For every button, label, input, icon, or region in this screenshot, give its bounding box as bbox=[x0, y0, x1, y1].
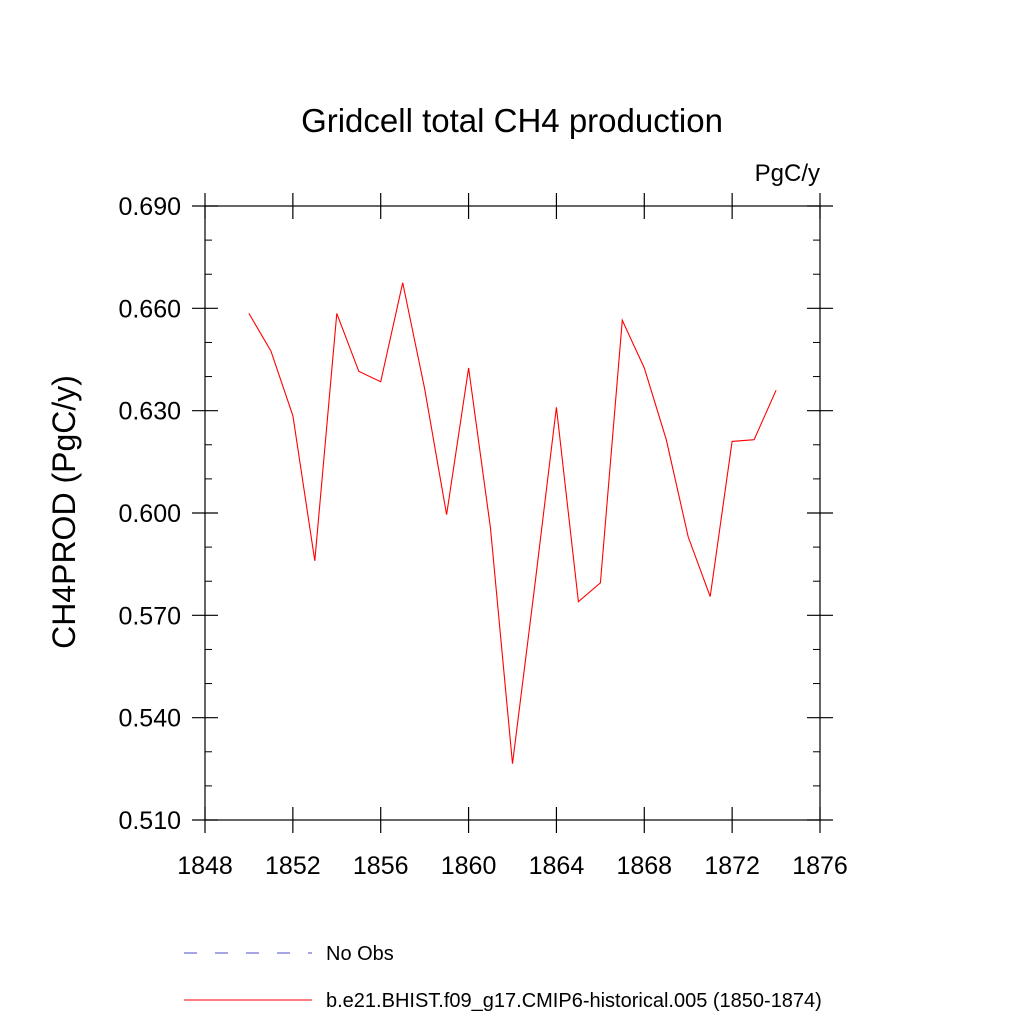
x-tick-label: 1856 bbox=[353, 852, 409, 880]
y-tick-label: 0.540 bbox=[118, 705, 181, 733]
x-tick-label: 1864 bbox=[529, 852, 585, 880]
chart-title: Gridcell total CH4 production bbox=[301, 102, 723, 139]
series-line bbox=[248, 282, 777, 764]
y-tick-label: 0.660 bbox=[118, 295, 181, 323]
x-tick-label: 1852 bbox=[265, 852, 321, 880]
legend-label: b.e21.BHIST.f09_g17.CMIP6-historical.005… bbox=[326, 990, 822, 1012]
x-tick-label: 1860 bbox=[441, 852, 497, 880]
plot-frame bbox=[204, 205, 821, 821]
y-axis-label: CH4PROD (PgC/y) bbox=[46, 375, 82, 649]
axis-ticks: 1848 1852 1856 1860 1864 1868 1872 1876 0.510 0.5… bbox=[118, 193, 848, 880]
legend-label: No Obs bbox=[326, 943, 394, 965]
x-tick-label: 1848 bbox=[177, 852, 233, 880]
x-tick-label: 1868 bbox=[616, 852, 672, 880]
y-tick-label: 0.600 bbox=[118, 500, 181, 528]
x-tick-label: 1872 bbox=[704, 852, 760, 880]
series-layer bbox=[248, 282, 777, 764]
x-tick-label: 1876 bbox=[792, 852, 848, 880]
y-tick-label: 0.630 bbox=[118, 398, 181, 426]
y-tick-label: 0.690 bbox=[118, 193, 181, 221]
legend: No Obs b.e21.BHIST.f09_g17.CMIP6-historic… bbox=[184, 943, 822, 1012]
y-tick-label: 0.510 bbox=[118, 807, 181, 835]
y-tick-label: 0.570 bbox=[118, 602, 181, 630]
units-label: PgC/y bbox=[755, 160, 820, 187]
